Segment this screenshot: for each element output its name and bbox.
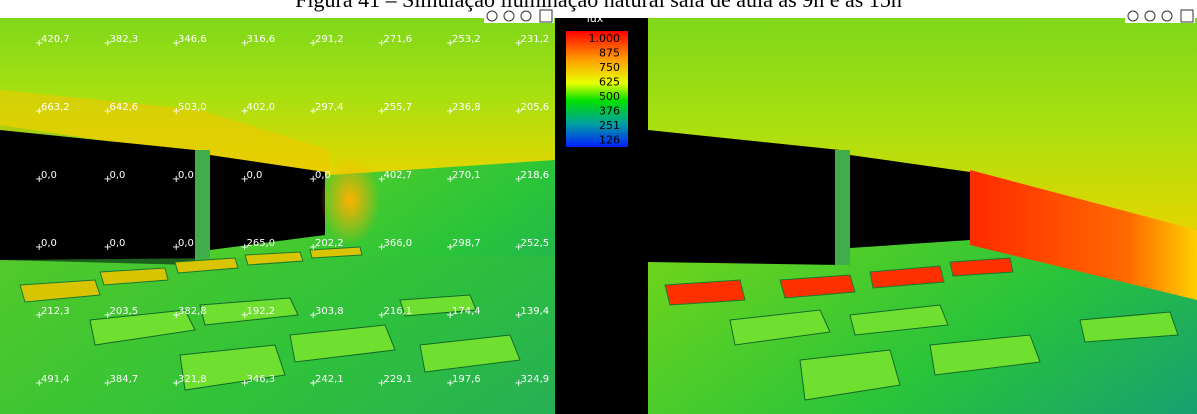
right-render: [648, 18, 1197, 414]
illuminance-value: 242,1: [315, 374, 344, 385]
legend-label: 625: [599, 76, 620, 89]
illuminance-value: 366,0: [384, 238, 413, 249]
illuminance-value: 298,7: [452, 238, 481, 249]
legend-label: 251: [599, 119, 620, 132]
legend-label: 1.000: [589, 32, 621, 45]
illuminance-value: 402,7: [384, 170, 413, 181]
illuminance-value: 0,0: [41, 170, 57, 181]
illuminance-value: 0,0: [315, 170, 331, 181]
illuminance-value: 212,3: [41, 306, 70, 317]
legend-label: 750: [599, 61, 620, 74]
illuminance-value: 252,5: [521, 238, 550, 249]
illuminance-value: 297,4: [315, 102, 344, 113]
illuminance-value: 265,0: [247, 238, 276, 249]
legend-label: 126: [599, 134, 620, 147]
illuminance-value: 231,2: [521, 34, 550, 45]
illuminance-value: 192,2: [247, 306, 276, 317]
illuminance-value: 324,9: [521, 374, 550, 385]
illuminance-value: 229,1: [384, 374, 413, 385]
simulation-figure: lux 1.000 875750 625500 376251 126: [0, 0, 1197, 414]
illuminance-value: 255,7: [384, 102, 413, 113]
illuminance-value: 236,8: [452, 102, 481, 113]
illuminance-value: 203,5: [110, 306, 139, 317]
legend-unit: lux: [587, 12, 604, 25]
illuminance-value: 197,6: [452, 374, 481, 385]
illuminance-value: 321,8: [178, 374, 207, 385]
toolbar-left[interactable]: [484, 9, 554, 23]
illuminance-value: 205,6: [521, 102, 550, 113]
left-render: [0, 18, 555, 414]
illuminance-value: 271,6: [384, 34, 413, 45]
illuminance-value: 0,0: [41, 238, 57, 249]
legend-label: 376: [599, 105, 620, 118]
illuminance-value: 270,1: [452, 170, 481, 181]
legend-label: 875: [599, 47, 620, 60]
illuminance-value: 0,0: [110, 170, 126, 181]
illuminance-value: 346,3: [247, 374, 276, 385]
toolbar-right[interactable]: [1125, 9, 1195, 23]
illuminance-value: 291,2: [315, 34, 344, 45]
illuminance-value: 0,0: [110, 238, 126, 249]
illuminance-value: 316,6: [247, 34, 276, 45]
illuminance-value: 303,8: [315, 306, 344, 317]
illuminance-value: 642,6: [110, 102, 139, 113]
illuminance-value: 0,0: [247, 170, 263, 181]
illuminance-value: 202,2: [315, 238, 344, 249]
illuminance-value: 382,8: [178, 306, 207, 317]
illuminance-value: 0,0: [178, 170, 194, 181]
illuminance-value: 402,0: [247, 102, 276, 113]
illuminance-value: 218,6: [521, 170, 550, 181]
illuminance-value: 0,0: [178, 238, 194, 249]
illuminance-value: 216,1: [384, 306, 413, 317]
illuminance-value: 384,7: [110, 374, 139, 385]
illuminance-value: 174,4: [452, 306, 481, 317]
illuminance-value: 139,4: [521, 306, 550, 317]
illuminance-value: 346,6: [178, 34, 207, 45]
illuminance-value: 382,3: [110, 34, 139, 45]
illuminance-value: 503,0: [178, 102, 207, 113]
illuminance-value: 663,2: [41, 102, 70, 113]
illuminance-value: 491,4: [41, 374, 70, 385]
page: Figura 41 – Simulação iluminação natural…: [0, 0, 1197, 414]
illuminance-value: 253,2: [452, 34, 481, 45]
legend-label: 500: [599, 90, 620, 103]
illuminance-value: 420,7: [41, 34, 70, 45]
